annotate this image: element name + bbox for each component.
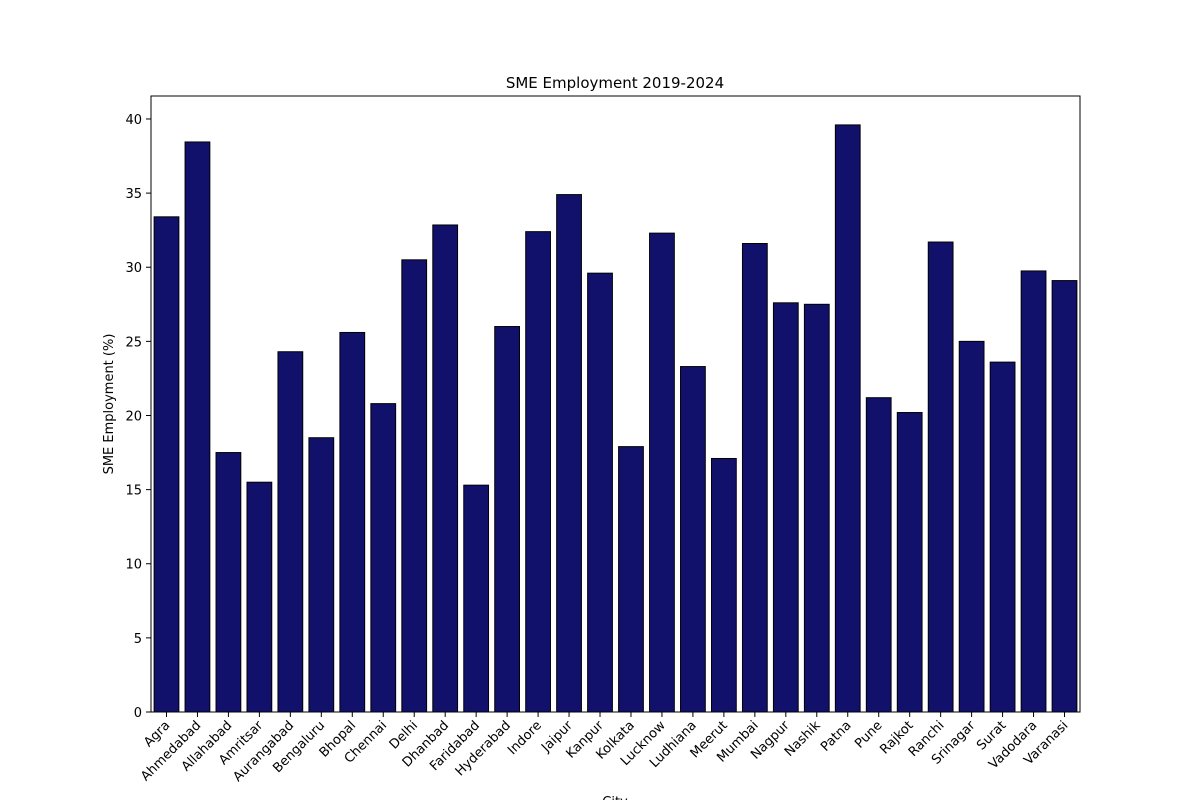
bar (525, 231, 551, 713)
y-tick-label: 10 (125, 558, 142, 573)
bar (865, 397, 892, 713)
x-axis-label: City (602, 795, 628, 800)
bar (587, 272, 613, 713)
y-tick-label: 25 (125, 335, 142, 350)
bar (494, 326, 521, 713)
bar (246, 481, 273, 713)
bar (989, 361, 1016, 713)
bar (772, 302, 799, 713)
bar (153, 216, 180, 713)
bar (1020, 270, 1047, 713)
y-tick-label: 20 (125, 409, 142, 424)
bar (649, 232, 675, 713)
chart-title: SME Employment 2019-2024 (506, 74, 724, 92)
bar (927, 241, 954, 713)
y-tick-label: 40 (125, 113, 142, 128)
bar (339, 331, 366, 713)
x-tick-label: Patna (818, 718, 854, 754)
bar (370, 403, 397, 713)
x-tick-label: Indore (505, 718, 545, 758)
bar (834, 124, 861, 713)
bar (741, 243, 768, 713)
bar (308, 437, 335, 713)
bar (896, 412, 923, 713)
x-tick-label: Nashik (782, 718, 824, 760)
plot-frame (150, 95, 1081, 713)
y-tick-label: 30 (125, 261, 142, 276)
y-tick-label: 0 (134, 706, 142, 721)
y-tick-label: 5 (134, 632, 142, 647)
bar (618, 446, 644, 713)
bar (432, 224, 459, 713)
bar (680, 366, 706, 713)
bar (710, 457, 737, 713)
bar (277, 351, 304, 713)
bar (803, 303, 830, 713)
bar (184, 141, 211, 713)
y-tick-label: 35 (125, 187, 142, 202)
bar (401, 259, 428, 713)
bar (215, 452, 242, 713)
bar (463, 484, 490, 713)
y-axis-label: SME Employment (%) (102, 334, 117, 475)
bar (556, 194, 582, 713)
y-tick-label: 15 (125, 484, 142, 499)
bar (958, 340, 985, 713)
bar (1051, 280, 1078, 713)
